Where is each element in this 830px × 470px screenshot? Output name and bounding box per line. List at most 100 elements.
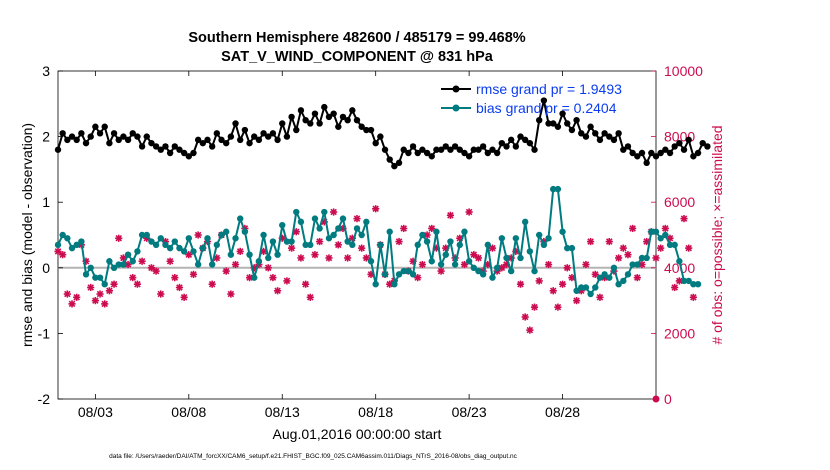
rmse-point: [437, 146, 445, 153]
bias-point: [596, 274, 604, 281]
rmse-point: [222, 139, 230, 147]
bias-point: [395, 271, 403, 278]
bias-point: [269, 238, 277, 245]
bias-point: [437, 261, 445, 268]
rmse-point: [279, 120, 286, 127]
bias-point: [559, 228, 566, 235]
bias-point: [218, 231, 225, 239]
rmse-point: [414, 149, 421, 157]
bias-point: [293, 208, 300, 216]
y-tick-label: 3: [42, 63, 50, 79]
bias-point: [190, 248, 197, 255]
rmse-point: [335, 123, 342, 130]
obs-count-marker: [362, 254, 370, 262]
obs-count-marker: [395, 237, 403, 246]
bias-point: [451, 261, 459, 268]
rmse-point: [554, 123, 562, 130]
rmse-point: [162, 143, 169, 150]
bias-point: [503, 254, 510, 262]
rmse-point: [624, 143, 632, 150]
rmse-point: [307, 120, 314, 127]
bias-point: [335, 225, 342, 232]
chart-subtitle: SAT_V_WIND_COMPONENT @ 831 hPa: [221, 49, 494, 65]
obs-count-marker: [629, 224, 637, 233]
obs-count-marker: [157, 290, 165, 298]
bias-point: [227, 251, 235, 258]
y-tick-label: -1: [38, 325, 51, 341]
legend-bias-marker: [452, 104, 460, 112]
bias-point: [372, 281, 379, 288]
rmse-point: [101, 123, 108, 130]
rmse-point: [78, 130, 85, 137]
obs-count-marker: [115, 234, 123, 242]
bias-point: [470, 264, 477, 271]
rmse-point: [171, 143, 178, 150]
y-right-tick-label: 10000: [664, 63, 703, 79]
bias-point: [484, 241, 492, 249]
rmse-point: [643, 159, 650, 167]
bias-point: [531, 267, 538, 275]
bias-point: [162, 241, 169, 249]
bias-point: [479, 271, 487, 278]
rmse-point: [283, 133, 291, 140]
obs-count-marker: [133, 280, 142, 288]
obs-count-marker: [302, 280, 310, 288]
obs-count-marker: [465, 208, 473, 216]
rmse-point: [545, 120, 552, 127]
rmse-point: [176, 146, 183, 153]
y-right-tick-label: 0: [664, 391, 672, 407]
bias-point: [166, 244, 174, 252]
rmse-point: [274, 136, 281, 144]
obs-count-marker: [344, 254, 352, 262]
bias-point: [536, 231, 543, 239]
rmse-point: [526, 139, 534, 147]
rmse-point: [405, 149, 412, 157]
obs-count-marker: [652, 254, 660, 262]
obs-count-marker: [353, 215, 361, 223]
obs-count-marker: [671, 283, 679, 292]
rmse-point: [503, 143, 510, 150]
x-tick-label: 08/28: [545, 404, 580, 420]
obs-count-marker: [549, 287, 557, 295]
rmse-point: [536, 117, 543, 124]
obs-count-marker: [535, 277, 543, 285]
bias-point: [578, 284, 585, 291]
rmse-point: [479, 143, 487, 150]
obs-count-marker: [68, 300, 76, 308]
bias-point: [526, 248, 534, 255]
bias-point: [680, 277, 688, 285]
rmse-point: [138, 143, 146, 150]
rmse-point: [704, 143, 711, 150]
rmse-point: [120, 133, 127, 140]
rmse-point: [652, 153, 660, 160]
obs-count-marker: [264, 264, 272, 272]
obs-count-marker: [615, 254, 623, 262]
rmse-point: [148, 139, 155, 147]
bias-point: [325, 235, 333, 242]
rmse-point: [115, 136, 122, 144]
bias-point: [260, 231, 267, 239]
rmse-point: [325, 113, 333, 121]
rmse-point: [255, 136, 263, 144]
y-right-tick-label: 4000: [664, 260, 695, 276]
rmse-point: [227, 133, 235, 140]
obs-count-marker: [400, 224, 408, 233]
obs-count-marker: [269, 274, 277, 282]
bias-point: [120, 261, 127, 268]
rmse-point: [573, 117, 580, 124]
bias-point: [676, 258, 683, 265]
rmse-point: [592, 130, 599, 137]
rmse-point: [372, 139, 379, 147]
x-tick-label: 08/18: [358, 404, 393, 420]
bias-point: [475, 267, 482, 275]
bias-point: [629, 261, 636, 268]
obs-count-marker: [334, 241, 342, 249]
obs-count-marker: [297, 254, 305, 262]
rmse-point: [344, 117, 351, 124]
obs-count-marker: [91, 297, 99, 305]
rmse-point: [461, 149, 468, 157]
bias-point: [349, 241, 356, 249]
obs-count-marker: [516, 280, 525, 288]
bias-point: [199, 244, 207, 252]
